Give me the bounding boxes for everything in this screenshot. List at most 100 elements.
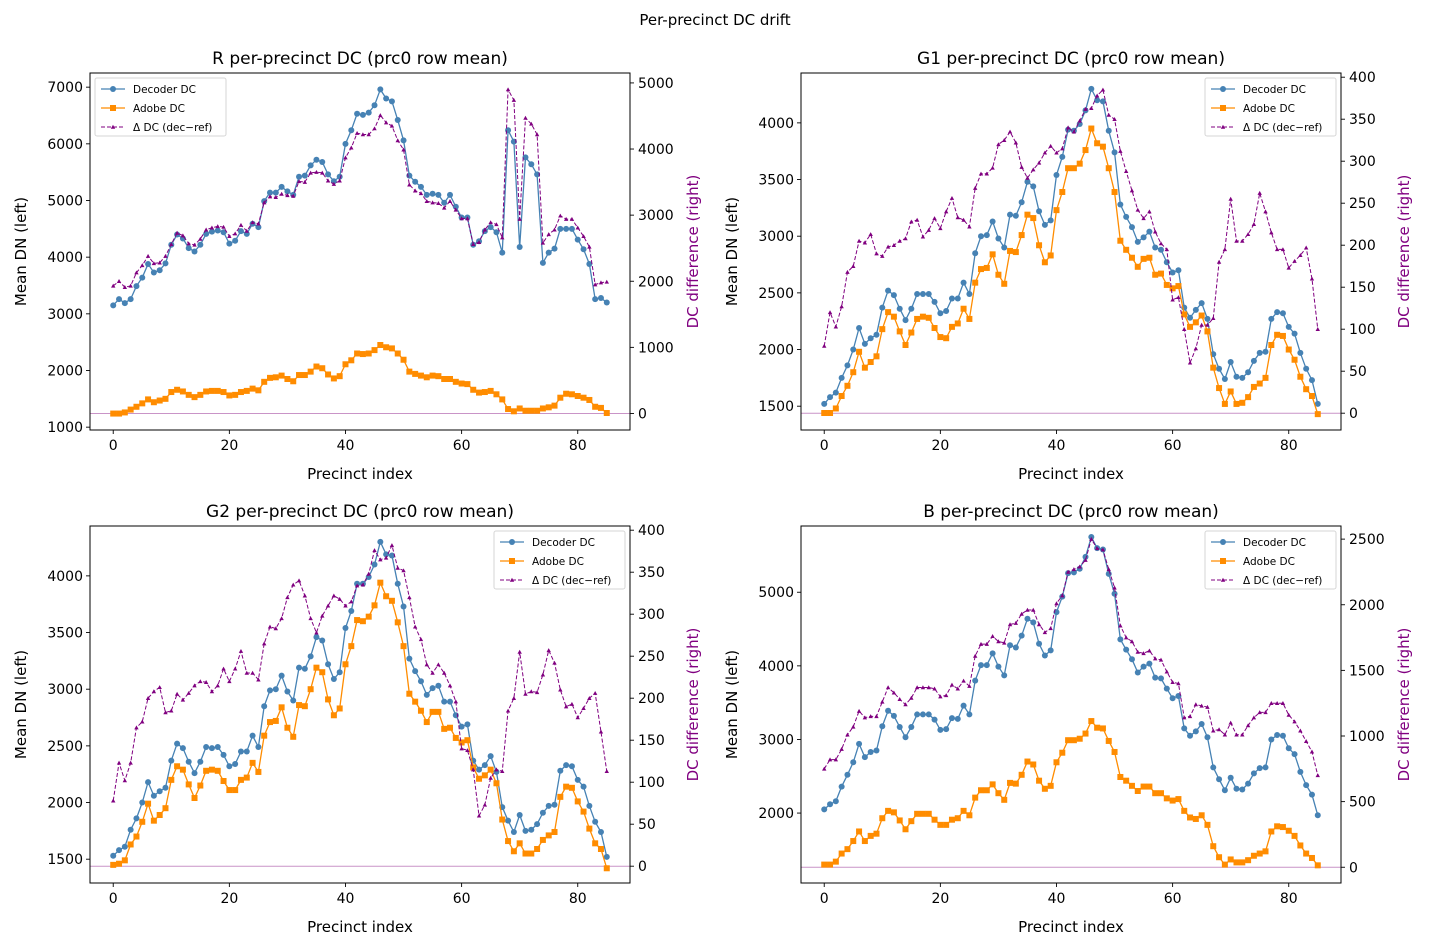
data-point	[192, 242, 197, 247]
data-point	[319, 669, 326, 676]
legend-marker	[1220, 124, 1226, 129]
data-point	[331, 181, 337, 186]
data-point	[1129, 188, 1135, 193]
data-point	[1140, 255, 1147, 262]
y2-tick-label: 200	[1349, 238, 1376, 254]
data-point	[214, 767, 221, 774]
data-point	[424, 662, 429, 667]
data-point	[978, 662, 984, 669]
data-point	[586, 802, 593, 809]
data-point	[1182, 715, 1187, 720]
data-point	[1012, 644, 1019, 651]
data-point	[1240, 238, 1245, 243]
data-point	[850, 838, 857, 845]
data-point	[563, 225, 570, 232]
data-point	[1216, 776, 1223, 783]
data-point	[127, 296, 134, 303]
data-point	[464, 737, 471, 744]
data-point	[1083, 557, 1088, 562]
data-point	[972, 185, 978, 190]
y-tick-label: 2500	[47, 739, 83, 755]
data-point	[1076, 160, 1083, 167]
data-point	[237, 228, 244, 235]
legend-marker	[1220, 86, 1226, 92]
data-point	[1031, 607, 1036, 612]
data-point	[232, 237, 239, 244]
data-point	[1216, 365, 1223, 372]
data-point	[1099, 98, 1106, 105]
data-point	[406, 690, 413, 697]
data-point	[1123, 777, 1130, 784]
data-point	[244, 670, 249, 675]
data-point	[902, 734, 909, 741]
data-point	[1257, 190, 1262, 195]
data-point	[499, 396, 506, 403]
data-point	[354, 110, 361, 117]
data-point	[1048, 626, 1053, 631]
data-point	[592, 818, 599, 825]
data-point	[238, 648, 244, 653]
data-point	[1170, 297, 1175, 302]
y-tick-label: 1500	[47, 852, 83, 868]
data-point	[313, 156, 320, 163]
y2-tick-label: 0	[638, 406, 647, 422]
data-point	[360, 582, 366, 587]
data-point	[961, 678, 966, 683]
data-point	[1303, 782, 1310, 789]
data-point	[563, 783, 570, 790]
data-point	[827, 394, 834, 401]
legend: Decoder DC Adobe DC Δ DC (dec−ref)	[493, 530, 626, 590]
data-point	[429, 372, 436, 379]
data-point	[133, 815, 140, 822]
data-point	[150, 269, 157, 276]
data-point	[487, 766, 494, 773]
data-point	[1111, 590, 1118, 597]
data-point	[586, 825, 593, 832]
data-point	[832, 405, 839, 412]
data-point	[827, 801, 834, 808]
data-point	[1036, 640, 1043, 647]
data-point	[220, 778, 227, 784]
data-point	[516, 243, 523, 250]
data-point	[429, 190, 436, 197]
data-point	[919, 313, 926, 320]
data-point	[966, 315, 973, 322]
data-point	[844, 382, 851, 389]
data-point	[1308, 791, 1315, 798]
data-point	[839, 304, 844, 309]
data-point	[1257, 710, 1262, 715]
data-point	[597, 846, 604, 852]
data-point	[1199, 703, 1204, 708]
data-point	[383, 551, 390, 558]
data-point	[1210, 843, 1217, 850]
x-axis-label: Precinct index	[307, 465, 413, 483]
legend-marker	[110, 124, 116, 129]
data-point	[592, 690, 598, 695]
data-point	[488, 775, 493, 780]
data-point	[568, 784, 575, 791]
legend-box	[1204, 530, 1337, 590]
data-point	[1163, 795, 1170, 802]
data-point	[990, 634, 995, 639]
data-point	[955, 215, 960, 220]
data-point	[1012, 780, 1019, 787]
data-point	[1030, 761, 1037, 768]
data-point	[122, 778, 128, 783]
data-point	[179, 388, 186, 395]
data-point	[902, 317, 909, 324]
data-point	[932, 216, 937, 221]
data-point	[960, 279, 967, 286]
legend-label: Decoder DC	[1243, 537, 1306, 549]
data-point	[908, 818, 915, 825]
data-point	[1007, 211, 1014, 218]
data-point	[1274, 309, 1281, 316]
data-point	[203, 744, 210, 750]
data-point	[116, 296, 123, 303]
data-point	[291, 193, 296, 198]
data-point	[256, 221, 261, 226]
data-point	[1025, 175, 1030, 180]
data-point	[1251, 715, 1257, 720]
data-point	[966, 812, 973, 819]
data-point	[943, 693, 949, 698]
data-point	[844, 362, 851, 369]
